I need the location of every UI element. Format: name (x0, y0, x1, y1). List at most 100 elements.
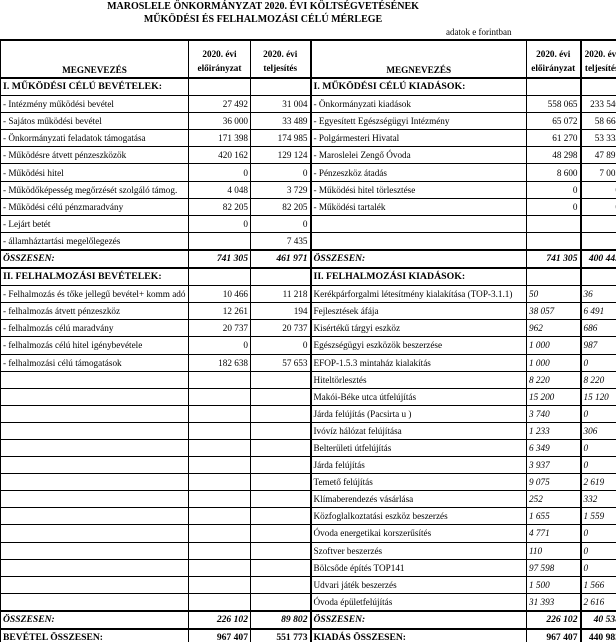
expense-plan-cell: 50 (526, 285, 582, 304)
expense-plan-cell: 1 500 (526, 575, 582, 594)
expense-name-cell: - Maroslelei Zengő Óvoda (310, 146, 527, 165)
expense-plan-cell: 6 349 (526, 438, 582, 458)
expense-actual-cell: 53 333 (580, 129, 616, 148)
expense-name-cell: Ivóvíz hálózat felújítása (310, 421, 527, 440)
income-name-cell: - Intézmény működési bevétel (0, 95, 189, 114)
expense-plan-cell: 3 937 (526, 456, 582, 475)
income-name-cell: - Önkormányzati feladatok támogatása (0, 129, 189, 148)
expense-plan-cell: 31 393 (526, 592, 582, 612)
income-actual-cell: 0 (250, 163, 312, 182)
expense-plan-cell (526, 77, 582, 97)
income-actual-cell: 0 (250, 214, 312, 233)
header-actual-income: 2020. évi teljesítés (250, 39, 312, 79)
income-plan-cell (188, 77, 251, 97)
income-plan-cell (188, 507, 251, 526)
expense-actual-cell (580, 214, 616, 233)
income-name-cell (0, 507, 189, 526)
income-plan-cell: 0 (188, 214, 251, 233)
section-row: II. FELHALMOZÁSI BEVÉTELEK: II. FELHALMOZ… (0, 267, 616, 287)
income-name-cell (0, 438, 189, 458)
expense-name-cell: Fejlesztések áfája (310, 302, 527, 321)
income-actual-cell: 31 004 (250, 95, 312, 114)
expense-actual-cell: 7 005 (580, 163, 616, 182)
expense-plan-cell: 741 305 (526, 248, 582, 270)
expense-name-cell: Óvoda épületfelújítás (310, 592, 527, 612)
income-plan-cell: 0 (188, 336, 251, 355)
expense-plan-cell: 0 (526, 197, 582, 216)
income-actual-cell (250, 267, 312, 287)
income-actual-cell (250, 387, 312, 406)
expense-actual-cell: 686 (580, 319, 616, 338)
header-name-expense: MEGNEVEZÉS (310, 39, 527, 79)
income-plan-cell: 182 638 (188, 353, 251, 372)
expense-actual-cell: 0 (580, 197, 616, 216)
expense-name-cell: Közfoglalkoztatási eszköz beszerzés (310, 507, 527, 526)
income-actual-cell: 0 (250, 336, 312, 355)
expense-actual-cell: 15 120 (580, 387, 616, 406)
expense-actual-cell: 0 (580, 404, 616, 423)
expense-actual-cell: 8 220 (580, 370, 616, 389)
header-row: MEGNEVEZÉS 2020. évi előirányzat 2020. év… (0, 39, 616, 79)
income-plan-cell: 4 048 (188, 180, 251, 199)
expense-actual-cell (580, 267, 616, 287)
balance-table: MEGNEVEZÉS 2020. évi előirányzat 2020. év… (0, 39, 616, 642)
income-actual-cell: 551 773 (250, 628, 312, 642)
expense-name-cell: Makói-Béke utca útfelújítás (310, 387, 527, 406)
table-row: Járda felújítás 3 937 0 (0, 456, 616, 475)
header-actual-expense: 2020. évi teljesítés (580, 39, 616, 79)
expense-actual-cell: 306 (580, 421, 616, 440)
income-plan-cell: 226 102 (188, 609, 251, 631)
income-name-cell: - Felhalmozás és tőke jellegű bevétel+ k… (0, 285, 189, 304)
table-row: - Működőképesség megőrzését szolgáló tám… (0, 180, 616, 199)
income-actual-cell (250, 524, 312, 543)
expense-actual-cell: 0 (580, 524, 616, 543)
expense-plan-cell: 8 600 (526, 163, 582, 182)
expense-plan-cell: 48 298 (526, 146, 582, 165)
expense-actual-cell: 440 983 (580, 628, 616, 642)
expense-plan-cell: 8 220 (526, 370, 582, 389)
income-name-cell: ÖSSZESEN: (0, 248, 189, 270)
income-actual-cell (250, 575, 312, 594)
expense-name-cell: Klímaberendezés vásárlása (310, 490, 527, 509)
expense-plan-cell: 1 000 (526, 336, 582, 355)
expense-plan-cell (526, 214, 582, 233)
income-name-cell: - Működési célú pénzmaradvány (0, 197, 189, 216)
income-plan-cell (188, 524, 251, 543)
section-row: I. MŰKÖDÉSI CÉLÚ BEVÉTELEK: I. MŰKÖDÉSI C… (0, 77, 616, 97)
income-name-cell (0, 524, 189, 543)
income-plan-cell (188, 575, 251, 594)
expense-actual-cell: 987 (580, 336, 616, 355)
income-name-cell: ÖSSZESEN: (0, 609, 189, 631)
income-plan-cell (188, 231, 251, 251)
income-actual-cell (250, 404, 312, 423)
expense-actual-cell: 2 616 (580, 592, 616, 612)
total-row: BEVÉTEL ÖSSZESEN: 967 407 551 773 KIADÁS ÖS… (0, 628, 616, 642)
table-row: Közfoglalkoztatási eszköz beszerzés 1 655… (0, 507, 616, 526)
income-name-cell: II. FELHALMOZÁSI BEVÉTELEK: (0, 267, 189, 287)
expense-plan-cell: 110 (526, 541, 582, 560)
table-row: - Lejárt betét 0 0 (0, 214, 616, 233)
income-plan-cell (188, 456, 251, 475)
expense-actual-cell: 2 619 (580, 473, 616, 492)
header-plan-expense: 2020. évi előirányzat (526, 39, 582, 79)
expense-plan-cell: 61 270 (526, 129, 582, 148)
expense-actual-cell: 0 (580, 541, 616, 560)
expense-plan-cell: 9 075 (526, 473, 582, 492)
income-actual-cell (250, 558, 312, 577)
income-actual-cell (250, 541, 312, 560)
table-row: Hiteltörlesztés 8 220 8 220 (0, 370, 616, 389)
income-name-cell (0, 456, 189, 475)
expense-name-cell: - Polgármesteri Hivatal (310, 129, 527, 148)
table-row: - felhalmozás célú maradvány 20 737 20 737… (0, 319, 616, 338)
expense-actual-cell (580, 77, 616, 97)
expense-plan-cell (526, 231, 582, 251)
income-name-cell: I. MŰKÖDÉSI CÉLÚ BEVÉTELEK: (0, 77, 189, 97)
expense-actual-cell: 0 (580, 558, 616, 577)
header-plan-income: 2020. évi előirányzat (188, 39, 251, 79)
income-actual-cell: 129 124 (250, 146, 312, 165)
income-name-cell (0, 575, 189, 594)
income-actual-cell (250, 592, 312, 612)
expense-name-cell: Járda felújítás (310, 456, 527, 475)
table-row: - Felhalmozás és tőke jellegű bevétel+ k… (0, 285, 616, 304)
